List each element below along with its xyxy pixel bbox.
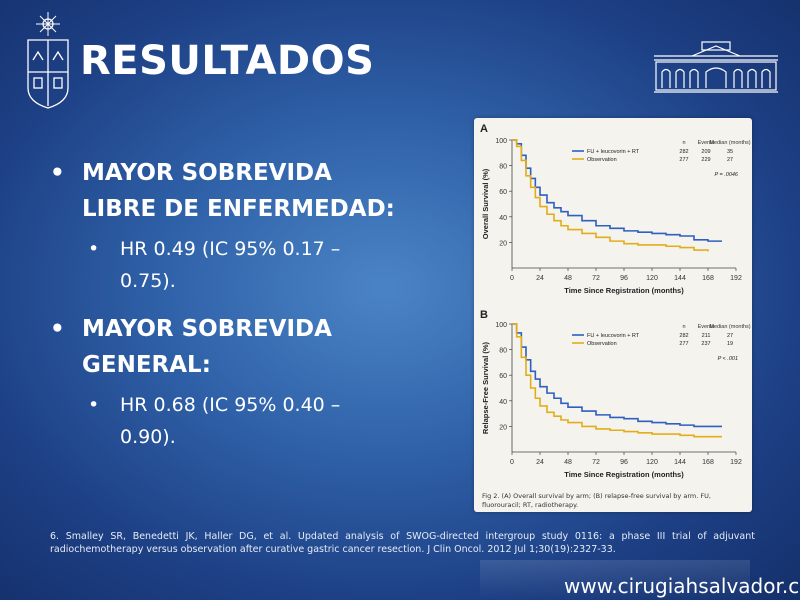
p-value-label: P = .0046 [715, 172, 739, 178]
legend-median: 27 [727, 333, 733, 339]
legend-header-median: Median (months) [709, 324, 750, 330]
legend-n: 277 [679, 157, 688, 163]
legend-events: 237 [701, 341, 710, 347]
x-tick-label: 96 [620, 459, 628, 466]
x-axis-label: Time Since Registration (months) [564, 286, 684, 295]
legend-n: 282 [679, 149, 688, 155]
y-tick-label: 40 [499, 399, 507, 406]
legend-label: Observation [587, 341, 617, 347]
figure-caption: Fig 2. (A) Overall survival by arm; (B) … [482, 492, 711, 509]
y-tick-label: 80 [499, 164, 507, 171]
x-tick-label: 192 [730, 275, 742, 282]
website-url[interactable]: www.cirugiahsalvador.cl [564, 574, 800, 598]
x-tick-label: 24 [536, 275, 544, 282]
x-tick-label: 96 [620, 275, 628, 282]
bullet-disease-free-survival: MAYOR SOBREVIDA LIBRE DE ENFERMEDAD: [50, 155, 402, 227]
legend-median: 19 [727, 341, 733, 347]
legend-header-events: Events [698, 324, 715, 330]
x-tick-label: 48 [564, 459, 572, 466]
x-tick-label: 72 [592, 459, 600, 466]
sub-bullet-hr-dfs: HR 0.49 (IC 95% 0.17 – 0.75). [50, 233, 380, 297]
university-crest-logo [27, 12, 69, 109]
panel-label-B: B [480, 309, 488, 321]
legend-header-events: Events [698, 140, 715, 146]
x-tick-label: 0 [510, 275, 514, 282]
p-value-label: P < .001 [718, 356, 738, 362]
survival-figure: A 20 40 60 80 100 0 24 48 72 96 120 144 168 192 Time Si… [474, 118, 752, 512]
legend-n: 277 [679, 341, 688, 347]
slide-title: RESULTADOS [80, 38, 375, 84]
x-tick-label: 120 [646, 275, 658, 282]
figure-reflection [480, 560, 750, 600]
x-axis-label: Time Since Registration (months) [564, 470, 684, 479]
legend-header-median: Median (months) [709, 140, 750, 146]
legend-median: 27 [727, 157, 733, 163]
x-tick-label: 120 [646, 459, 658, 466]
reference-citation: 6. Smalley SR, Benedetti JK, Haller DG, … [50, 531, 755, 555]
x-tick-label: 24 [536, 459, 544, 466]
y-tick-label: 100 [495, 322, 507, 329]
legend-events: 229 [701, 157, 710, 163]
y-tick-label: 20 [499, 240, 507, 247]
series-line-rt [512, 323, 722, 428]
y-axis-label: Relapse-Free Survival (%) [481, 341, 490, 434]
panel-label-A: A [480, 123, 488, 135]
legend-header-n: n [682, 140, 685, 146]
x-tick-label: 192 [730, 459, 742, 466]
bullet-overall-survival: MAYOR SOBREVIDA GENERAL: [50, 311, 362, 383]
legend-header-n: n [682, 324, 685, 330]
x-tick-label: 168 [702, 459, 714, 466]
y-tick-label: 100 [495, 138, 507, 145]
y-tick-label: 60 [499, 373, 507, 380]
x-tick-label: 144 [674, 275, 686, 282]
x-tick-label: 168 [702, 275, 714, 282]
bullet-list: MAYOR SOBREVIDA LIBRE DE ENFERMEDAD: HR … [50, 155, 470, 467]
legend-n: 282 [679, 333, 688, 339]
survival-curves-chart: A 20 40 60 80 100 0 24 48 72 96 120 144 168 192 Time Si… [480, 123, 751, 479]
y-tick-label: 40 [499, 215, 507, 222]
x-tick-label: 48 [564, 275, 572, 282]
legend-median: 35 [727, 149, 733, 155]
legend-label: FU + leucovorin + RT [587, 333, 640, 339]
series-line-observation [512, 323, 722, 438]
y-axis-label: Overall Survival (%) [481, 168, 490, 239]
x-tick-label: 144 [674, 459, 686, 466]
legend-label: FU + leucovorin + RT [587, 149, 640, 155]
legend-events: 209 [701, 149, 710, 155]
legend-events: 211 [702, 333, 711, 339]
y-tick-label: 80 [499, 348, 507, 355]
building-logo [654, 41, 778, 93]
series-line-observation [512, 139, 709, 252]
x-tick-label: 0 [510, 459, 514, 466]
y-tick-label: 20 [499, 424, 507, 431]
x-tick-label: 72 [592, 275, 600, 282]
legend-label: Observation [587, 157, 617, 163]
sub-bullet-hr-os: HR 0.68 (IC 95% 0.40 – 0.90). [50, 389, 380, 453]
series-line-rt [512, 139, 722, 242]
y-tick-label: 60 [499, 189, 507, 196]
